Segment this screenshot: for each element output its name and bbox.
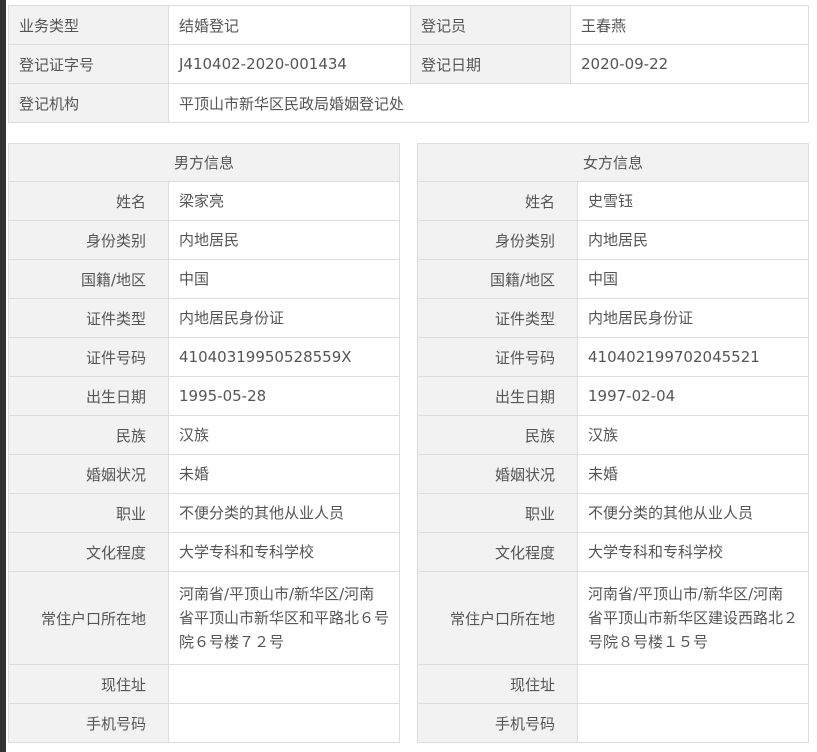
registration-org-value: 平顶山市新华区民政局婚姻登记处	[168, 83, 809, 123]
female-field-label: 姓名	[417, 181, 578, 221]
table-row: 职业 不便分类的其他从业人员	[8, 493, 400, 533]
male-field-label: 民族	[8, 415, 169, 455]
female-field-label: 身份类别	[417, 220, 578, 260]
male-field-value: 未婚	[168, 454, 400, 494]
male-field-label: 身份类别	[8, 220, 169, 260]
table-row: 民族 汉族	[417, 415, 809, 455]
table-row: 婚姻状况 未婚	[8, 454, 400, 494]
female-field-label: 职业	[417, 493, 578, 533]
registrar-label: 登记员	[410, 5, 571, 45]
table-row: 登记机构 平顶山市新华区民政局婚姻登记处	[8, 83, 809, 123]
table-row: 手机号码	[8, 703, 400, 743]
female-field-label: 手机号码	[417, 703, 578, 743]
female-field-value: 1997-02-04	[577, 376, 809, 416]
female-field-value: 史雪钰	[577, 181, 809, 221]
table-row: 现住址	[8, 664, 400, 704]
female-field-label: 证件类型	[417, 298, 578, 338]
table-row: 姓名 梁家亮	[8, 181, 400, 221]
male-field-value: 内地居民	[168, 220, 400, 260]
female-field-value: 未婚	[577, 454, 809, 494]
table-row: 常住户口所在地 河南省/平顶山市/新华区/河南省平顶山市新华区建设西路北２号院８号…	[417, 571, 809, 665]
male-field-label: 证件类型	[8, 298, 169, 338]
table-row: 文化程度 大学专科和专科学校	[417, 532, 809, 572]
male-field-label: 婚姻状况	[8, 454, 169, 494]
male-info-table: 男方信息 姓名 梁家亮 身份类别 内地居民 国籍/地区 中国 证件类型 内地居民身份证 证件号码 4…	[8, 143, 400, 743]
table-row: 姓名 史雪钰	[417, 181, 809, 221]
table-row: 证件类型 内地居民身份证	[8, 298, 400, 338]
table-row: 出生日期 1995-05-28	[8, 376, 400, 416]
table-row: 业务类型 结婚登记 登记员 王春燕	[8, 5, 809, 45]
table-row: 国籍/地区 中国	[8, 259, 400, 299]
table-row: 出生日期 1997-02-04	[417, 376, 809, 416]
table-row: 手机号码	[417, 703, 809, 743]
female-field-label: 证件号码	[417, 337, 578, 377]
male-field-value: 中国	[168, 259, 400, 299]
female-field-value: 410402199702045521	[577, 337, 809, 377]
table-row: 身份类别 内地居民	[8, 220, 400, 260]
registration-date-value: 2020-09-22	[570, 44, 809, 84]
male-field-value	[168, 703, 400, 743]
window-edge	[0, 0, 6, 752]
female-info-table: 女方信息 姓名 史雪钰 身份类别 内地居民 国籍/地区 中国 证件类型 内地居民身份证 证件号码 4…	[417, 143, 809, 743]
female-field-value	[577, 703, 809, 743]
female-field-value: 内地居民身份证	[577, 298, 809, 338]
male-field-label: 国籍/地区	[8, 259, 169, 299]
table-row: 民族 汉族	[8, 415, 400, 455]
female-field-value: 河南省/平顶山市/新华区/河南省平顶山市新华区建设西路北２号院８号楼１５号	[577, 571, 809, 665]
female-field-value: 大学专科和专科学校	[577, 532, 809, 572]
male-field-label: 文化程度	[8, 532, 169, 572]
male-field-value: 不便分类的其他从业人员	[168, 493, 400, 533]
registrar-value: 王春燕	[570, 5, 809, 45]
table-row: 男方信息	[8, 143, 400, 182]
male-field-value: 汉族	[168, 415, 400, 455]
female-field-value	[577, 664, 809, 704]
male-field-value: 1995-05-28	[168, 376, 400, 416]
registration-summary-table: 业务类型 结婚登记 登记员 王春燕 登记证字号 J410402-2020-001…	[8, 5, 809, 123]
male-field-label: 证件号码	[8, 337, 169, 377]
table-row: 国籍/地区 中国	[417, 259, 809, 299]
registration-date-label: 登记日期	[410, 44, 571, 84]
table-row: 现住址	[417, 664, 809, 704]
male-field-value: 41040319950528559X	[168, 337, 400, 377]
male-field-label: 现住址	[8, 664, 169, 704]
registration-org-label: 登记机构	[8, 83, 169, 123]
female-field-label: 文化程度	[417, 532, 578, 572]
male-field-value: 梁家亮	[168, 181, 400, 221]
table-row: 婚姻状况 未婚	[417, 454, 809, 494]
business-type-label: 业务类型	[8, 5, 169, 45]
table-row: 登记证字号 J410402-2020-001434 登记日期 2020-09-2…	[8, 44, 809, 84]
table-row: 常住户口所在地 河南省/平顶山市/新华区/河南省平顶山市新华区和平路北６号院６号楼…	[8, 571, 400, 665]
female-info-title: 女方信息	[417, 143, 809, 182]
female-field-value: 汉族	[577, 415, 809, 455]
male-field-label: 职业	[8, 493, 169, 533]
male-field-value: 大学专科和专科学校	[168, 532, 400, 572]
female-field-label: 现住址	[417, 664, 578, 704]
certificate-number-value: J410402-2020-001434	[168, 44, 411, 84]
male-field-value: 内地居民身份证	[168, 298, 400, 338]
male-field-label: 出生日期	[8, 376, 169, 416]
male-field-label: 姓名	[8, 181, 169, 221]
male-field-label: 常住户口所在地	[8, 571, 169, 665]
table-row: 证件号码 410402199702045521	[417, 337, 809, 377]
male-field-value	[168, 664, 400, 704]
table-row: 证件号码 41040319950528559X	[8, 337, 400, 377]
male-field-value: 河南省/平顶山市/新华区/河南省平顶山市新华区和平路北６号院６号楼７２号	[168, 571, 400, 665]
table-row: 职业 不便分类的其他从业人员	[417, 493, 809, 533]
table-row: 身份类别 内地居民	[417, 220, 809, 260]
certificate-number-label: 登记证字号	[8, 44, 169, 84]
table-row: 证件类型 内地居民身份证	[417, 298, 809, 338]
female-field-label: 常住户口所在地	[417, 571, 578, 665]
female-field-label: 民族	[417, 415, 578, 455]
female-field-label: 国籍/地区	[417, 259, 578, 299]
female-field-value: 不便分类的其他从业人员	[577, 493, 809, 533]
male-info-title: 男方信息	[8, 143, 400, 182]
female-field-value: 内地居民	[577, 220, 809, 260]
female-field-label: 婚姻状况	[417, 454, 578, 494]
female-field-label: 出生日期	[417, 376, 578, 416]
male-field-label: 手机号码	[8, 703, 169, 743]
female-field-value: 中国	[577, 259, 809, 299]
table-row: 文化程度 大学专科和专科学校	[8, 532, 400, 572]
table-row: 女方信息	[417, 143, 809, 182]
business-type-value: 结婚登记	[168, 5, 411, 45]
